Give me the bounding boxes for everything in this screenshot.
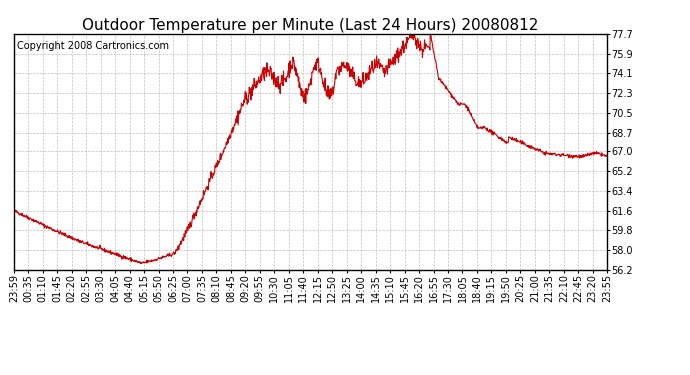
Text: Copyright 2008 Cartronics.com: Copyright 2008 Cartronics.com	[17, 41, 169, 51]
Title: Outdoor Temperature per Minute (Last 24 Hours) 20080812: Outdoor Temperature per Minute (Last 24 …	[82, 18, 539, 33]
